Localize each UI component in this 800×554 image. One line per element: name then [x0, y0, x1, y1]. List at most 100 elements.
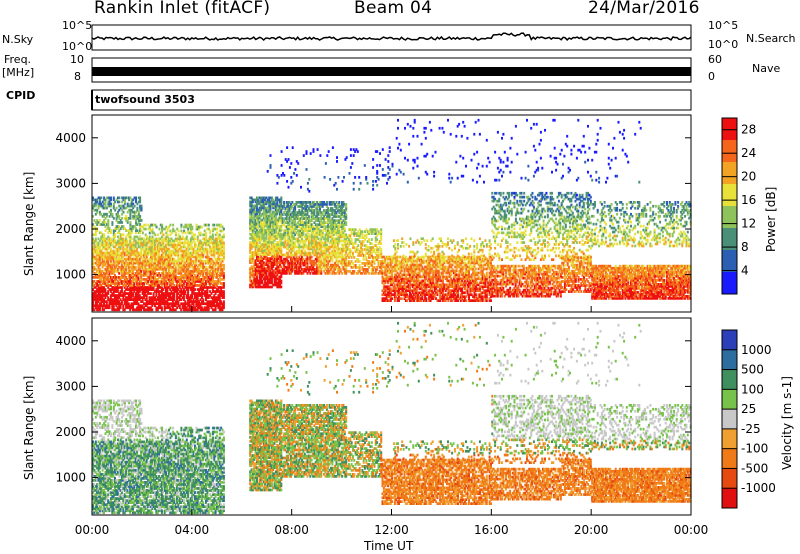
power-cell — [118, 197, 120, 200]
power-cell — [154, 234, 156, 237]
power-cell — [139, 215, 141, 218]
power-cell — [178, 230, 180, 233]
power-cell — [110, 197, 112, 200]
power-cell — [163, 234, 165, 237]
power-cell — [123, 233, 125, 236]
power-cell — [110, 229, 112, 232]
power-cell — [186, 236, 188, 239]
power-cell — [135, 266, 137, 269]
power-cell — [200, 232, 202, 235]
power-cell — [182, 236, 184, 239]
power-cell — [191, 226, 193, 229]
power-cell — [311, 256, 313, 259]
power-cell — [206, 248, 208, 251]
power-cell — [104, 288, 106, 291]
power-cell — [223, 272, 225, 275]
power-cell — [95, 238, 97, 241]
power-cells — [92, 119, 692, 311]
power-cell — [223, 228, 225, 231]
power-cell — [208, 224, 210, 227]
power-cell — [121, 217, 123, 220]
power-cell — [145, 224, 147, 227]
power-cell — [157, 234, 159, 237]
power-cell — [180, 224, 182, 227]
power-cell — [110, 203, 112, 206]
power-cell — [145, 228, 147, 231]
power-cell — [179, 236, 181, 239]
power-cell — [175, 232, 177, 235]
radar-summary-plot: 1000200030004000 1000200030004000 00:00 0… — [0, 0, 800, 554]
power-cell — [205, 232, 207, 235]
power-cell — [139, 197, 141, 200]
power-cell — [169, 224, 171, 227]
power-cell — [123, 211, 125, 214]
power-cell — [223, 242, 225, 245]
power-cell — [149, 236, 151, 239]
power-cell — [129, 221, 131, 224]
power-cell — [223, 234, 225, 237]
power-cell — [113, 197, 115, 200]
power-cell — [223, 300, 225, 303]
power-cell — [202, 298, 204, 301]
power-cell — [118, 201, 120, 204]
power-cell — [151, 308, 153, 311]
power-cell — [283, 201, 285, 204]
power-cell — [113, 217, 115, 220]
power-cell — [213, 224, 215, 227]
power-cell — [223, 264, 225, 267]
power-cell — [110, 209, 112, 212]
power-cell — [107, 219, 109, 222]
power-cell — [161, 306, 163, 309]
power-cell — [152, 236, 154, 239]
power-cell — [117, 236, 119, 239]
power-cell — [111, 221, 113, 224]
power-cell — [141, 219, 143, 222]
power-cell — [185, 232, 187, 235]
power-cell — [106, 213, 108, 216]
nsky-trace — [92, 33, 691, 40]
power-cell — [99, 219, 101, 222]
power-cell — [121, 221, 123, 224]
power-cell — [141, 205, 143, 208]
power-cell — [146, 236, 148, 239]
power-cell — [223, 290, 225, 293]
power-cell — [194, 288, 196, 291]
power-cell — [114, 233, 116, 236]
power-cell — [308, 215, 310, 218]
power-cell — [107, 236, 109, 239]
power-cell — [150, 292, 152, 295]
power-cell — [326, 201, 328, 204]
power-cell — [134, 205, 136, 208]
power-cell — [167, 234, 169, 237]
power-cell — [172, 224, 174, 227]
nsky-line — [92, 33, 691, 40]
power-cell — [136, 236, 138, 239]
power-cell — [152, 228, 154, 231]
power-cell — [161, 224, 163, 227]
power-cell — [141, 229, 143, 232]
power-cell — [156, 226, 158, 229]
freq-panel — [92, 58, 691, 82]
power-cell — [103, 233, 105, 236]
power-cell — [280, 197, 282, 200]
power-cell — [158, 228, 160, 231]
freq-trace — [92, 67, 691, 76]
power-cell — [136, 207, 138, 210]
power-cell — [100, 197, 102, 200]
power-cell — [280, 286, 282, 289]
nsky-panel — [92, 25, 691, 50]
power-cell — [216, 228, 218, 231]
power-cell — [135, 197, 137, 200]
power-cell — [111, 213, 113, 216]
power-cell — [139, 236, 141, 239]
power-cell — [280, 280, 282, 283]
power-cell — [219, 234, 221, 237]
power-cell — [142, 232, 144, 235]
power-cell — [280, 265, 282, 268]
power-cell — [116, 207, 118, 210]
power-cell — [223, 282, 225, 285]
power-cell — [194, 234, 196, 237]
power-cell — [126, 240, 128, 243]
power-cell — [118, 215, 120, 218]
